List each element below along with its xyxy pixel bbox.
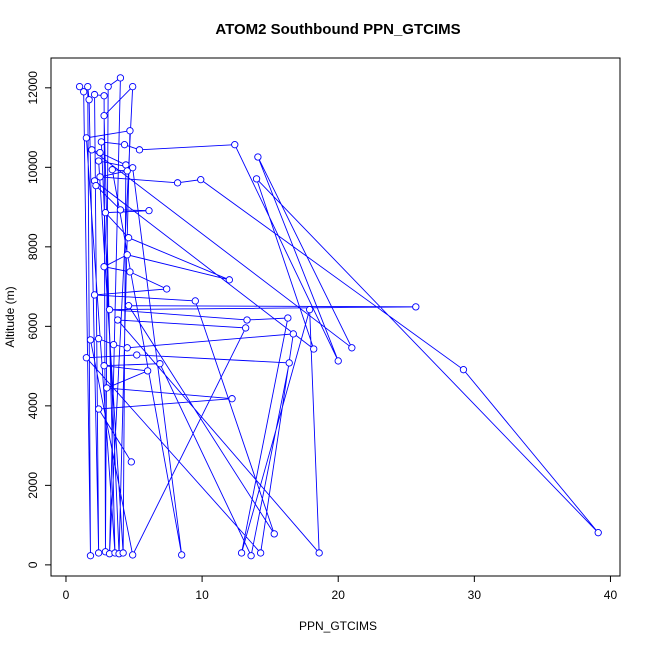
data-point: [305, 305, 314, 314]
data-point: [191, 297, 199, 305]
data-point: [96, 173, 104, 181]
data-point: [120, 141, 129, 149]
y-tick-label: 10000: [26, 150, 40, 184]
data-point: [412, 303, 420, 311]
data-point: [143, 367, 152, 375]
data-point: [225, 276, 233, 284]
data-point: [90, 291, 99, 299]
y-tick-label: 4000: [26, 392, 40, 419]
data-point: [270, 530, 278, 538]
data-point: [123, 344, 131, 352]
y-tick-label: 0: [26, 561, 40, 568]
data-point: [101, 208, 110, 217]
data-point: [231, 141, 239, 149]
data-point: [94, 335, 103, 343]
data-point: [82, 134, 91, 142]
data-point: [100, 111, 108, 120]
data-point: [126, 268, 134, 276]
data-point: [94, 405, 103, 413]
data-point: [124, 234, 133, 242]
data-point: [124, 302, 133, 310]
data-point: [135, 146, 144, 154]
data-point: [126, 127, 134, 135]
data-point: [90, 90, 99, 99]
data-point: [228, 395, 236, 403]
data-point: [104, 82, 112, 91]
data-point: [75, 82, 84, 91]
data-point: [86, 552, 95, 560]
data-point: [80, 88, 88, 96]
data-point: [315, 549, 323, 557]
data-point: [85, 96, 93, 104]
data-point: [459, 366, 468, 374]
x-tick-label: 30: [468, 588, 482, 602]
y-tick-label: 6000: [26, 313, 40, 340]
data-point: [237, 549, 246, 557]
data-point: [285, 359, 293, 367]
data-line: [79, 76, 599, 558]
plot-frame: [50, 57, 621, 577]
data-point: [173, 179, 182, 187]
data-point: [284, 314, 292, 322]
data-point: [123, 251, 131, 259]
y-tick-label: 2000: [26, 472, 40, 499]
data-point: [163, 285, 171, 293]
data-point: [156, 360, 164, 368]
data-point: [256, 549, 265, 557]
data-point: [145, 207, 153, 215]
chart-title: ATOM2 Southbound PPN_GTCIMS: [215, 21, 460, 38]
data-point: [103, 384, 111, 392]
data-point: [310, 345, 318, 353]
x-axis-label: PPN_GTCIMS: [299, 619, 377, 633]
data-point: [100, 92, 108, 100]
data-point: [334, 357, 342, 365]
x-tick-label: 10: [195, 588, 209, 602]
y-axis-label: Altitude (m): [3, 286, 17, 347]
data-point: [100, 362, 108, 370]
data-point: [133, 351, 141, 359]
data-point: [84, 82, 92, 91]
data-point: [594, 529, 602, 537]
y-tick-label: 8000: [26, 233, 40, 260]
x-tick-label: 0: [63, 588, 70, 602]
data-point: [127, 458, 135, 466]
data-point: [178, 551, 186, 559]
data-point: [119, 549, 127, 557]
data-point: [129, 551, 137, 559]
data-point: [348, 344, 356, 352]
data-point: [254, 153, 262, 161]
data-point: [247, 552, 255, 560]
data-point: [109, 340, 118, 349]
data-point: [252, 175, 261, 183]
x-tick-label: 20: [332, 588, 346, 602]
data-point: [105, 305, 114, 314]
data-point: [108, 166, 116, 174]
data-point: [122, 161, 130, 169]
data-point: [82, 354, 91, 362]
data-point: [86, 336, 95, 344]
data-point: [94, 157, 103, 165]
data-point: [129, 164, 137, 172]
data-point: [114, 316, 122, 324]
data-point: [100, 263, 108, 271]
data-point: [129, 82, 137, 91]
data-point: [94, 549, 103, 557]
data-point: [88, 146, 96, 154]
data-point: [242, 324, 250, 332]
data-point: [97, 138, 106, 146]
data-point: [243, 316, 251, 324]
data-point: [197, 175, 205, 184]
data-point: [289, 330, 297, 338]
data-point: [116, 206, 125, 214]
data-point: [96, 148, 104, 157]
x-tick-label: 40: [604, 588, 618, 602]
data-point: [123, 167, 131, 175]
y-tick-label: 12000: [26, 71, 40, 105]
data-point: [116, 74, 125, 82]
data-point: [92, 181, 100, 190]
